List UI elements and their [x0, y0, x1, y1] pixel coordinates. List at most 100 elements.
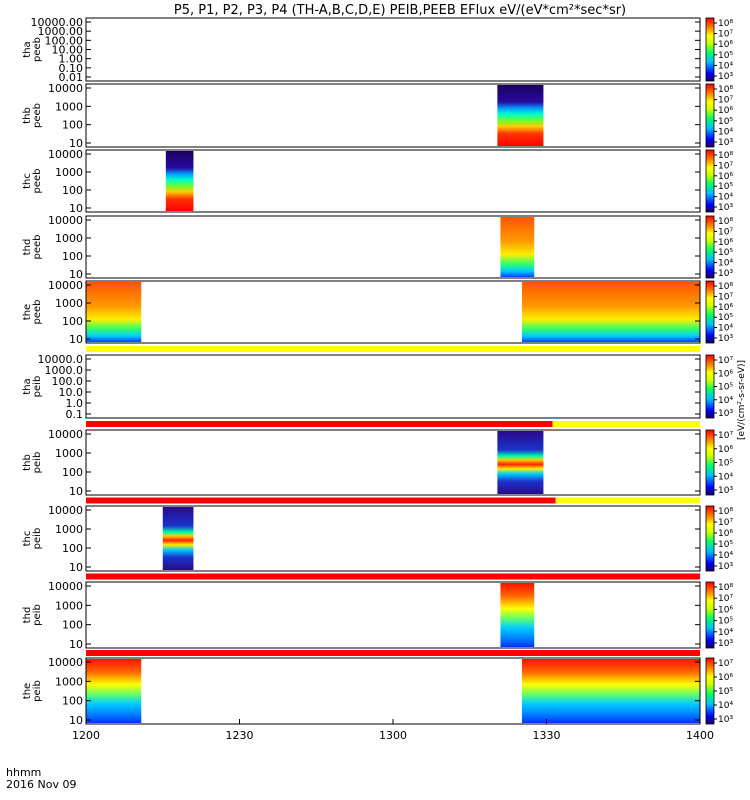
x-tick-label: 1230	[226, 729, 254, 742]
y-axis-label: peib	[32, 604, 43, 626]
colorbar-tick-label: 10⁴	[718, 701, 733, 711]
colorbar	[705, 354, 715, 419]
colorbar-tick-label: 10³	[718, 486, 733, 496]
colorbar-tick-label: 10⁶	[718, 238, 733, 248]
colorbar-tick-label: 10⁴	[718, 551, 733, 561]
y-tick-label: 1000	[55, 599, 83, 612]
panel-frame	[85, 215, 701, 279]
colorbar-tick-label: 10⁵	[718, 182, 733, 192]
y-axis-label: the	[22, 304, 33, 320]
colorbar-tick-label: 10⁵	[718, 117, 733, 127]
y-tick-label: 100	[62, 315, 83, 328]
colorbar-tick-label: 10³	[718, 409, 733, 419]
mode-bar-segment	[555, 497, 700, 504]
y-tick-label: 1000	[55, 297, 83, 310]
colorbar-unit-label: [eV/(cm²-s-sr-eV)]	[737, 360, 747, 440]
colorbar-tick-label: 10³	[718, 269, 733, 279]
colorbar-tick-label: 10⁶	[718, 40, 733, 50]
x-tick-label: 1200	[72, 729, 100, 742]
colorbar	[705, 581, 715, 649]
data-block-0	[162, 507, 194, 570]
x-axis-label: hhmm	[6, 766, 41, 779]
colorbar-tick-label: 10⁷	[718, 30, 733, 40]
y-tick-label: 10000	[48, 279, 83, 292]
colorbar-tick-label: 10³	[718, 715, 733, 725]
y-tick-label: 100	[62, 184, 83, 197]
y-tick-label: 100	[62, 250, 83, 263]
panel-frame	[85, 505, 701, 572]
y-tick-label: 0.10	[59, 62, 84, 75]
colorbar-tick-label: 10⁷	[718, 96, 733, 106]
mode-bar-segment	[86, 650, 700, 656]
colorbar-tick-label: 10³	[718, 639, 733, 649]
y-tick-label: 1000.0	[45, 364, 84, 377]
y-tick-label: 100	[62, 695, 83, 708]
colorbar-tick-label: 10⁶	[718, 106, 733, 116]
y-tick-label: 10000	[48, 656, 83, 669]
y-tick-label: 1.00	[59, 53, 84, 66]
colorbar	[705, 657, 715, 725]
data-block-0	[500, 583, 535, 647]
colorbar-tick-label: 10⁵	[718, 248, 733, 258]
y-axis-label: peib	[32, 528, 43, 550]
colorbar-tick-label: 10⁷	[718, 161, 733, 171]
colorbar	[705, 17, 715, 82]
colorbar-tick-label: 10⁶	[718, 673, 733, 683]
panel-frame	[85, 354, 701, 419]
colorbar	[705, 83, 715, 148]
y-axis-label: peib	[32, 376, 43, 398]
data-block-1	[521, 659, 700, 723]
y-tick-label: 10	[69, 638, 83, 651]
y-axis-label: thb	[22, 454, 33, 471]
colorbar-tick-label: 10⁸	[718, 85, 733, 95]
mode-bar-segment	[86, 346, 700, 352]
x-tick-label: 1330	[533, 729, 561, 742]
y-tick-label: 10.0	[59, 386, 84, 399]
colorbar-tick-label: 10⁵	[718, 540, 733, 550]
y-axis-label: thc	[22, 531, 33, 547]
y-tick-label: 10	[69, 714, 83, 727]
y-axis-label: peib	[32, 452, 43, 474]
colorbar-tick-label: 10⁴	[718, 396, 733, 406]
mode-bar-segment	[86, 421, 553, 427]
data-block-0	[165, 151, 194, 211]
y-tick-label: 10	[69, 202, 83, 215]
y-tick-label: 1.0	[66, 397, 84, 410]
y-axis-label: peib	[32, 680, 43, 702]
colorbar-tick-label: 10³	[718, 334, 733, 344]
y-tick-label: 10	[69, 485, 83, 498]
y-tick-label: 10	[69, 268, 83, 281]
y-axis-label: thb	[22, 107, 33, 124]
y-tick-label: 0.1	[66, 408, 84, 421]
y-axis-label: peeb	[32, 37, 43, 62]
y-tick-label: 10000	[48, 82, 83, 95]
y-tick-label: 1000	[55, 100, 83, 113]
mode-bar-segment	[86, 573, 700, 580]
panel-frame	[85, 280, 701, 344]
y-tick-label: 1000	[55, 232, 83, 245]
panel-frame	[85, 149, 701, 213]
colorbar-tick-label: 10⁸	[718, 151, 733, 161]
y-axis-label: thd	[22, 239, 33, 256]
chart-title: P5, P1, P2, P3, P4 (TH-A,B,C,D,E) PEIB,P…	[174, 3, 626, 18]
y-tick-label: 10000	[48, 504, 83, 517]
panel-frame	[85, 429, 701, 496]
y-tick-label: 10000	[48, 214, 83, 227]
y-axis-label: peeb	[32, 235, 43, 260]
colorbar-tick-label: 10⁴	[718, 472, 733, 482]
colorbar-tick-label: 10⁵	[718, 383, 733, 393]
colorbar-tick-label: 10⁴	[718, 628, 733, 638]
y-tick-label: 1000	[55, 523, 83, 536]
mode-bar-segment	[86, 497, 556, 504]
colorbar-tick-label: 10⁴	[718, 61, 733, 71]
colorbar	[705, 280, 715, 344]
y-tick-label: 100	[62, 466, 83, 479]
y-tick-label: 1000.00	[38, 25, 84, 38]
colorbar-tick-label: 10⁵	[718, 459, 733, 469]
colorbar-tick-label: 10⁷	[718, 292, 733, 302]
y-tick-label: 10	[69, 137, 83, 150]
colorbar-tick-label: 10⁵	[718, 51, 733, 61]
